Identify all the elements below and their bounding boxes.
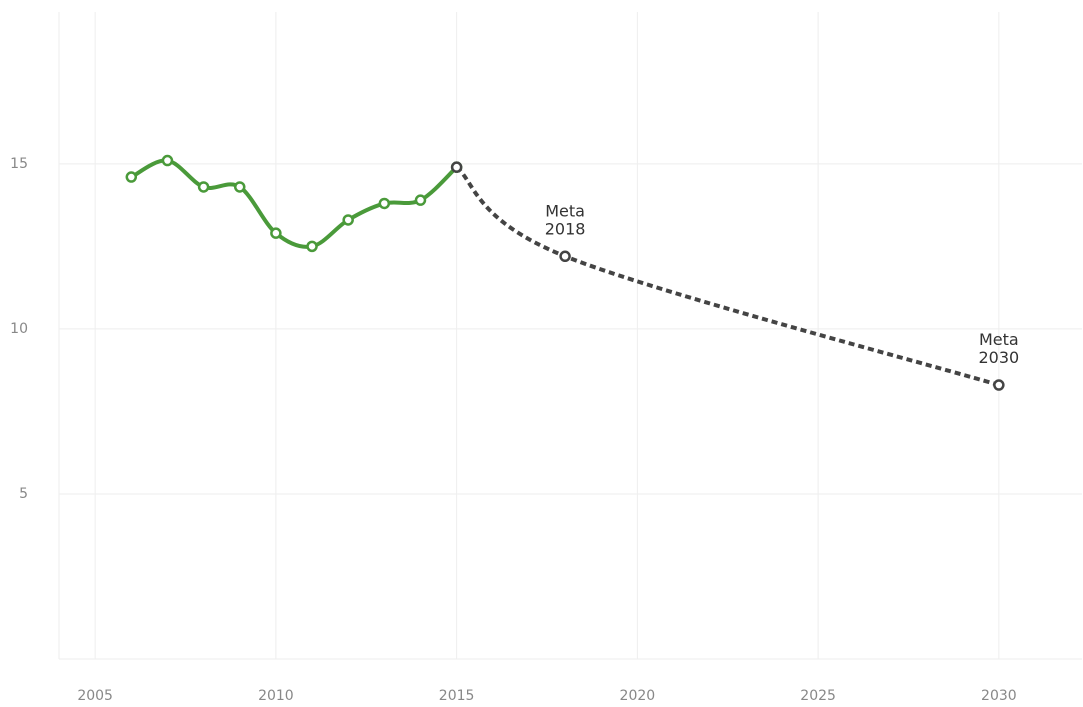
annotation-line: 2030 [978, 348, 1019, 367]
y-tick-label: 15 [10, 156, 28, 172]
y-tick-label: 5 [19, 486, 28, 502]
line [455, 165, 1000, 387]
marker [342, 214, 354, 226]
marker [559, 250, 571, 263]
marker [414, 194, 427, 206]
marker [306, 240, 318, 253]
x-tick-label: 2025 [800, 688, 836, 704]
marker [270, 227, 282, 239]
line [130, 158, 459, 249]
annotation: Meta 2030 [978, 330, 1019, 367]
x-tick-label: 2015 [439, 688, 475, 704]
marker [993, 379, 1005, 391]
marker [450, 161, 463, 173]
x-tick-label: 2010 [258, 688, 294, 704]
marker [233, 181, 246, 193]
annotation-line: 2018 [545, 219, 586, 238]
marker [197, 181, 210, 193]
y-tick-label: 10 [10, 321, 28, 337]
x-tick-label: 2005 [77, 688, 113, 704]
x-tick-label: 2020 [620, 688, 656, 704]
marker [125, 171, 138, 183]
annotation-line: Meta [545, 201, 585, 220]
marker [161, 154, 174, 167]
marker [378, 197, 391, 210]
annotation: Meta 2018 [545, 201, 586, 238]
x-tick-label: 2030 [981, 688, 1017, 704]
annotation-line: Meta [979, 330, 1019, 349]
